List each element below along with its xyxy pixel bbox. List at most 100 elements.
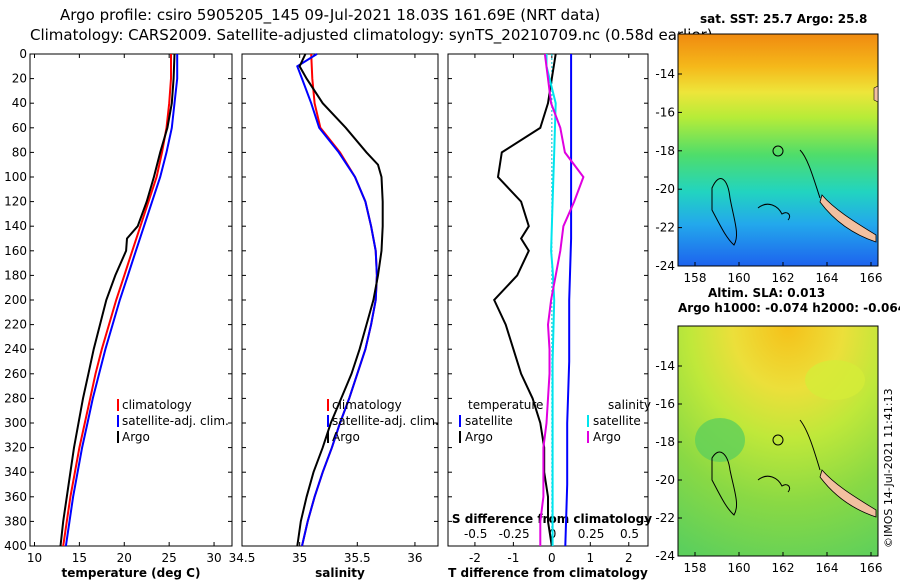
reef-contour-2 <box>757 203 791 221</box>
y-tick-label: 60 <box>12 121 27 135</box>
reef-contour-1b <box>711 451 737 516</box>
map-x-tick-label: 166 <box>860 271 883 285</box>
y-tick-label: 80 <box>12 145 27 159</box>
x-tick-label: 2 <box>625 551 633 565</box>
x2-tick-label: 0.5 <box>620 527 639 541</box>
reef-contour-3b <box>799 419 821 471</box>
legend-label: Argo <box>593 430 621 444</box>
new-caledonia-land <box>819 194 877 243</box>
island-land <box>873 85 879 103</box>
x-axis-label: temperature (deg C) <box>62 566 201 580</box>
map-y-tick-label: -22 <box>655 221 675 235</box>
legend-label: climatology <box>122 398 192 412</box>
map-x-tick-label: 164 <box>816 271 839 285</box>
title-line-1: Argo profile: csiro 5905205_145 09-Jul-2… <box>60 6 601 24</box>
profile-charts: 0204060801001201401601802002202402602803… <box>4 47 652 580</box>
legend-label: satellite <box>465 414 513 428</box>
series-line-argo <box>59 53 176 547</box>
map-y-tick-label: -14 <box>655 359 675 373</box>
y-tick-label: 100 <box>4 170 27 184</box>
x-axis-label: salinity <box>315 566 365 580</box>
reef-contour-3 <box>799 149 821 199</box>
x-tick-label: 10 <box>27 551 42 565</box>
x-tick-label: 36 <box>407 551 422 565</box>
map-y-tick-label: -20 <box>655 473 675 487</box>
map-x-tick-label: 158 <box>684 271 707 285</box>
y-tick-label: 260 <box>4 367 27 381</box>
sla-anomaly-low <box>695 418 745 462</box>
y-tick-label: 40 <box>12 96 27 110</box>
profile-panel-1: 0 20 40 60 80 100 120 140 160 180 200 220 240 260 280 3… <box>4 47 233 580</box>
x-tick-label: 0 <box>548 551 556 565</box>
legend-label: Argo <box>465 430 493 444</box>
legend-label: Argo <box>332 430 360 444</box>
map-x-tick-label: 162 <box>772 271 795 285</box>
legend-label: salinity <box>608 398 651 412</box>
series-line-temperature-satellite <box>564 54 573 547</box>
map-y-tick-label: -24 <box>655 259 675 273</box>
profile-panel-3: -2 -1 0 1 2T difference from climatology -0.5… <box>447 53 652 580</box>
argo-position-marker-b <box>772 434 784 446</box>
new-caledonia-land-b <box>819 469 877 518</box>
map-y-tick-label: -16 <box>655 397 675 411</box>
x-tick-label: 1 <box>586 551 594 565</box>
map-x-tick-label: 158 <box>684 561 707 575</box>
map-y-tick-label: -24 <box>655 549 675 563</box>
y-tick-label: 380 <box>4 514 27 528</box>
map-y-tick-label: -22 <box>655 511 675 525</box>
x2-tick-label: -0.25 <box>499 527 530 541</box>
x-tick-label: -1 <box>507 551 519 565</box>
sla-map-title: Altim. SLA: 0.013 <box>708 286 826 300</box>
legend-label: temperature <box>468 398 543 412</box>
map-x-tick-label: 160 <box>728 561 751 575</box>
y-tick-label: 320 <box>4 441 27 455</box>
y-tick-label: 20 <box>12 72 27 86</box>
legend-label: climatology <box>332 398 402 412</box>
map-x-tick-label: 166 <box>860 561 883 575</box>
y-tick-label: 280 <box>4 391 27 405</box>
sla-map-subtitle: Argo h1000: -0.074 h2000: -0.064 <box>678 301 900 315</box>
y-tick-label: 160 <box>4 244 27 258</box>
y-tick-label: 360 <box>4 490 27 504</box>
x-tick-label: 34.5 <box>229 551 256 565</box>
legend-label: Argo <box>122 430 150 444</box>
y-tick-label: 140 <box>4 219 27 233</box>
sst-field <box>677 33 879 267</box>
map-y-tick-label: -18 <box>655 144 675 158</box>
series-line-salinity-satellite <box>545 54 557 546</box>
reef-contour-2b <box>757 475 791 493</box>
y-tick-label: 300 <box>4 416 27 430</box>
y-tick-label: 340 <box>4 465 27 479</box>
map-y-tick-label: -16 <box>655 105 675 119</box>
sst-map: 158 160 162 164 166 -14 -16 -18 -20 -22 -24 <box>655 33 883 285</box>
map-x-tick-label: 164 <box>816 561 839 575</box>
y-tick-label: 0 <box>19 47 27 61</box>
sst-map-title: sat. SST: 25.7 Argo: 25.8 <box>700 12 868 26</box>
legend-label: satellite-adj. clim. <box>122 414 229 428</box>
y-tick-label: 400 <box>4 539 27 553</box>
imos-credit: ©IMOS 14-Jul-2021 11:41:13 <box>882 388 895 548</box>
argo-position-marker <box>772 145 784 157</box>
y-tick-label: 180 <box>4 268 27 282</box>
title-line-2: Climatology: CARS2009. Satellite-adjuste… <box>30 26 713 44</box>
legend-label: satellite <box>593 414 641 428</box>
map-x-tick-label: 160 <box>728 271 751 285</box>
profile-panel-2: 34.5 35 35.5 36 salinity climatology satellite… <box>229 53 439 580</box>
x-tick-label: 20 <box>117 551 132 565</box>
series-line-argo <box>296 53 384 547</box>
y-tick-label: 220 <box>4 318 27 332</box>
y-tick-label: 240 <box>4 342 27 356</box>
x-tick-label: 15 <box>72 551 87 565</box>
map-y-tick-label: -18 <box>655 435 675 449</box>
series-line-satellite-adj-clim- <box>64 54 179 547</box>
x-tick-label: 25 <box>162 551 177 565</box>
x-tick-label: -2 <box>469 551 481 565</box>
sla-map: 158 160 162 164 166 -14 -16 -18 -20 -22 -24 <box>655 325 883 575</box>
sla-anomaly-high <box>805 360 865 400</box>
y-tick-label: 120 <box>4 195 27 209</box>
x-tick-label: 30 <box>206 551 221 565</box>
x-tick-label: 35.5 <box>344 551 371 565</box>
x-axis-label: T difference from climatology <box>448 566 648 580</box>
series-line-salinity-argo <box>539 53 585 546</box>
x-tick-label: 35 <box>292 551 307 565</box>
